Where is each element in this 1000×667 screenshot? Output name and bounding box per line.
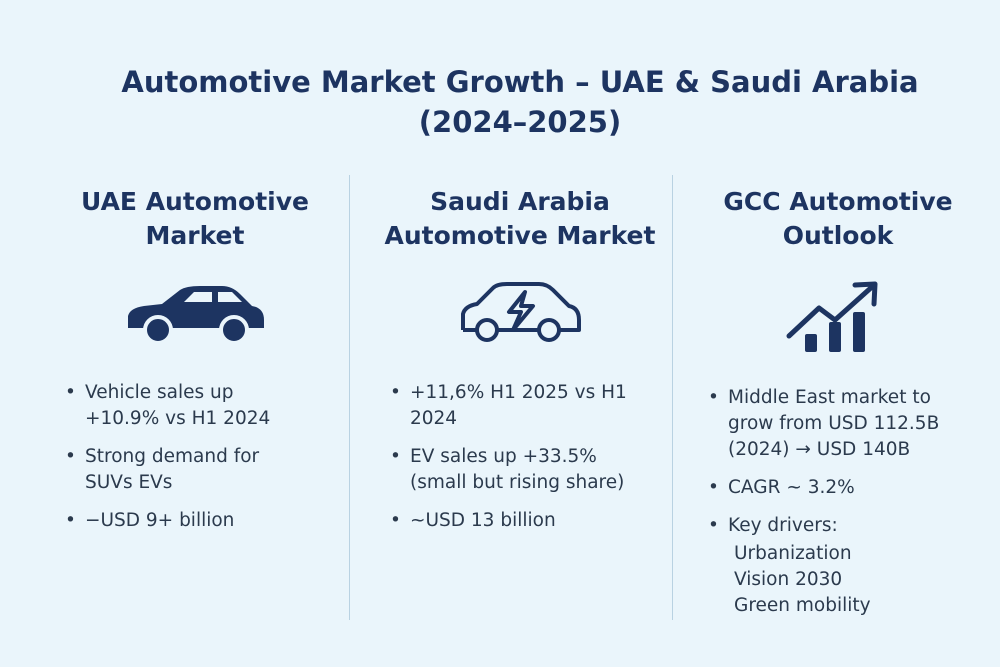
column-heading: UAE Automotive Market [81, 187, 309, 250]
column-heading: Saudi Arabia Automotive Market [384, 187, 656, 250]
page-title: Automotive Market Growth – UAE & Saudi A… [121, 65, 919, 139]
bullet-list: Middle East market to grow from USD 112.… [688, 385, 958, 619]
column-heading: GCC Automotive Outlook [723, 187, 953, 250]
growth-icon [786, 281, 878, 352]
column: GCC Automotive Outlook Middle East marke… [688, 185, 988, 631]
bullet: −USD 9+ billion [65, 508, 305, 534]
bullet: Strong demand for SUVs EVs [65, 444, 305, 496]
bullet: ~USD 13 billion [390, 508, 650, 534]
bullet: Vehicle sales up +10.9% vs H1 2024 [65, 380, 305, 432]
column: UAE Automotive Market Vehicle sales up +… [45, 185, 345, 546]
sub-bullet: Vision 2030 [734, 569, 843, 590]
bullet: +11,6% H1 2025 vs H1 2024 [390, 380, 650, 432]
column: Saudi Arabia Automotive Market +11,6% H1… [370, 185, 670, 546]
bullet-list: +11,6% H1 2025 vs H1 2024 EV sales up +3… [370, 380, 650, 534]
bullet: Key drivers: Urbanization Vision 2030 Gr… [708, 513, 958, 619]
sub-list: Urbanization Vision 2030 Green mobility [734, 541, 958, 619]
sub-bullet: Green mobility [734, 595, 871, 616]
sub-bullet: Urbanization [734, 543, 852, 564]
bullet-list: Vehicle sales up +10.9% vs H1 2024 Stron… [45, 380, 305, 534]
car-icon [128, 286, 264, 345]
divider [349, 175, 350, 620]
bullet: Middle East market to grow from USD 112.… [708, 385, 958, 463]
bullet: CAGR ~ 3.2% [708, 475, 958, 501]
ev-icon [461, 282, 581, 342]
divider [672, 175, 673, 620]
bullet: EV sales up +33.5% (small but rising sha… [390, 444, 650, 496]
bullet-text: Key drivers: [728, 515, 838, 536]
